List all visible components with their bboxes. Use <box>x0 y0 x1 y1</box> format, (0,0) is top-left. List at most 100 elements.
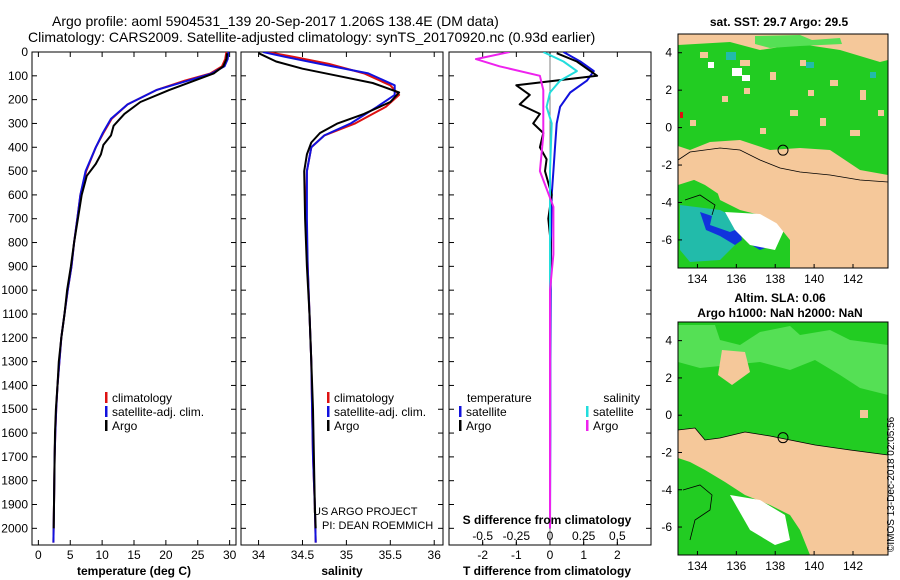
map-lat-label: 4 <box>665 334 672 348</box>
depth-tick-label: 600 <box>8 188 28 202</box>
argo-float-marker <box>777 432 789 444</box>
map-lon-label: 142 <box>843 559 863 573</box>
sla-map: Altim. SLA: 0.06 Argo h1000: NaN h2000: … <box>661 291 889 573</box>
map-lat-label: 0 <box>665 121 672 135</box>
depth-tick-label: 1400 <box>1 378 28 392</box>
temperature-lines <box>52 52 230 543</box>
x-tick-label: 0 <box>35 548 42 562</box>
difference-xlabel-top: S difference from climatology <box>463 513 632 527</box>
x-tick-label: 35.5 <box>379 548 403 562</box>
map-lon-label: 140 <box>804 559 824 573</box>
header-line2: Climatology: CARS2009. Satellite-adjuste… <box>28 29 595 45</box>
credit-pi: PI: DEAN ROEMMICH <box>322 520 433 532</box>
x-tick-label: 1 <box>580 548 587 562</box>
s-tick-label: -0.5 <box>472 529 493 543</box>
sst-blue-patch <box>700 212 742 245</box>
sla-land-pixel <box>860 410 868 418</box>
x-tick-label: -1 <box>511 548 522 562</box>
depth-tick-label: 700 <box>8 212 28 226</box>
s-tick-label: 0.25 <box>572 529 596 543</box>
difference-legend: temperature satellite Argo salinity sate… <box>459 391 640 433</box>
salinity-xlabel: salinity <box>321 564 363 578</box>
difference-panel: -2 -1 0 1 2 -0.5 -0.25 0 0.25 0.5 S difference fr… <box>448 51 652 578</box>
sst-map-frame <box>677 33 889 269</box>
map-lon-label: 134 <box>687 559 707 573</box>
legend-sal-argo-swatch <box>586 420 589 431</box>
sst-land-pixels <box>690 52 884 136</box>
legend-salinity: salinity <box>603 391 640 405</box>
sst-missing-pixels <box>708 62 750 81</box>
temperature-series-argo <box>52 53 229 529</box>
depth-tick-label: 1000 <box>1 283 28 297</box>
sst-coastline <box>678 147 888 183</box>
sst-ocean-north <box>755 35 842 48</box>
x-tick-label: 25 <box>191 548 205 562</box>
sla-map-ticks: 134 136 138 140 142 4 2 0 -2 -4 -6 <box>661 334 863 573</box>
legend-temperature: temperature <box>467 391 532 405</box>
temperature-panel: 0 5 10 15 20 25 30 temperature (deg C) climato… <box>31 51 237 578</box>
map-lat-label: -2 <box>661 445 672 459</box>
map-lat-label: -2 <box>661 158 672 172</box>
imos-stamp: ©IMOS 13-Dec-2018 02:05:56 <box>886 416 897 552</box>
map-lat-label: -4 <box>661 195 672 209</box>
sst-new-guinea <box>678 148 888 268</box>
legend-argo: Argo <box>334 419 360 433</box>
depth-tick-label: 300 <box>8 116 28 130</box>
sla-coastline <box>682 484 713 541</box>
sla-white-gap <box>730 495 790 545</box>
sst-map-content <box>678 34 888 268</box>
map-lat-label: 4 <box>665 46 672 60</box>
x-tick-label: 35 <box>340 548 354 562</box>
x-tick-label: 10 <box>95 548 109 562</box>
difference-xlabel: T difference from climatology <box>463 564 631 578</box>
difference-series-salinity-argo <box>474 52 555 529</box>
temperature-ticks: 0 5 10 15 20 25 30 <box>32 51 237 562</box>
temperature-legend: climatology satellite-adj. clim. Argo <box>105 391 204 433</box>
legend-temp-argo: Argo <box>466 419 492 433</box>
x-tick-label: 34 <box>252 548 266 562</box>
s-tick-label: 0 <box>547 529 554 543</box>
depth-tick-label: 1200 <box>1 331 28 345</box>
map-lon-label: 136 <box>726 559 746 573</box>
map-lon-label: 142 <box>843 272 863 286</box>
sst-teal-pixels <box>726 52 876 78</box>
x-tick-label: -2 <box>477 548 488 562</box>
temperature-plot-frame <box>31 51 237 546</box>
x-tick-label: 20 <box>159 548 173 562</box>
sst-teal-patch <box>680 205 745 262</box>
s-tick-label: 0.5 <box>609 529 626 543</box>
map-lat-label: -6 <box>661 233 672 247</box>
depth-tick-label: 800 <box>8 236 28 250</box>
sla-map-title2: Argo h1000: NaN h2000: NaN <box>697 306 862 320</box>
depth-tick-label: 1300 <box>1 355 28 369</box>
legend-temp-satellite: satellite <box>466 405 507 419</box>
x-tick-label: 5 <box>67 548 74 562</box>
sla-new-guinea <box>678 428 888 555</box>
map-lon-label: 136 <box>726 272 746 286</box>
sst-white-gap <box>725 212 785 250</box>
x-tick-label: 15 <box>127 548 141 562</box>
sla-land-pixels <box>718 350 750 385</box>
depth-tick-label: 0 <box>21 45 28 59</box>
sla-map-content <box>678 322 888 555</box>
map-lon-label: 140 <box>804 272 824 286</box>
sst-map-ticks: 134 136 138 140 142 4 2 0 -2 -4 -6 <box>661 46 863 286</box>
sla-map-frame <box>677 321 889 556</box>
legend-argo-swatch <box>105 420 108 431</box>
map-lat-label: 0 <box>665 408 672 422</box>
header-line1: Argo profile: aoml 5904531_139 20-Sep-20… <box>52 13 499 29</box>
legend-sal-satellite: satellite <box>593 405 634 419</box>
sst-red-pixel <box>680 112 683 118</box>
x-tick-label: 36 <box>428 548 442 562</box>
depth-tick-label: 200 <box>8 93 28 107</box>
sst-ocean-main <box>678 42 888 175</box>
s-tick-label: -0.25 <box>503 529 531 543</box>
depth-tick-label: 1500 <box>1 402 28 416</box>
legend-climatology-swatch <box>105 392 108 403</box>
salinity-series-argo <box>258 52 401 529</box>
depth-tick-label: 1100 <box>2 307 28 321</box>
depth-tick-label: 1800 <box>1 474 28 488</box>
legend-satellite-adj: satellite-adj. clim. <box>334 405 426 419</box>
legend-argo: Argo <box>112 419 138 433</box>
